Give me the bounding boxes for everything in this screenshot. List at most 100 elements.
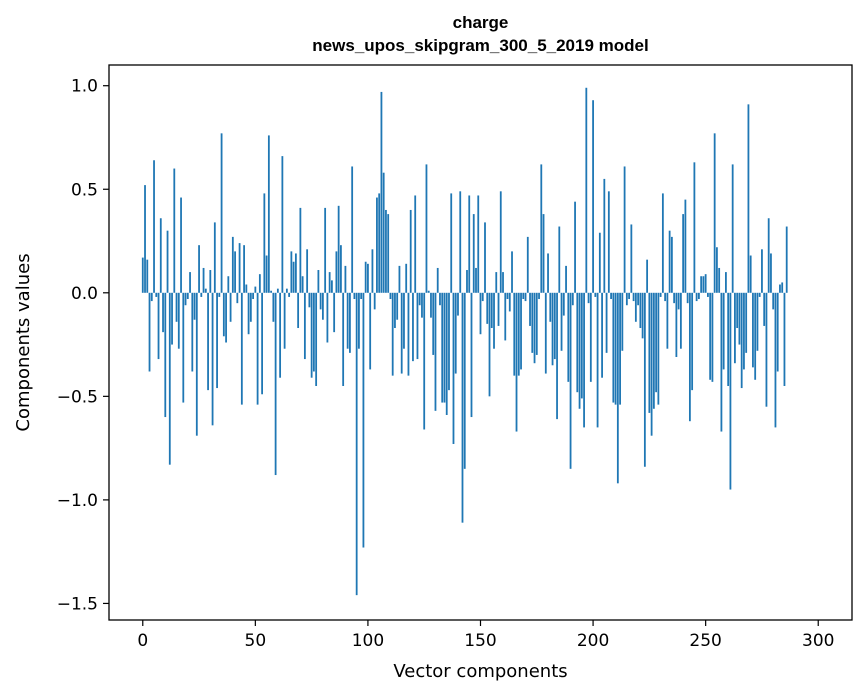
bar xyxy=(306,249,309,293)
bar xyxy=(628,292,630,300)
plot-area xyxy=(109,65,852,620)
bar xyxy=(337,205,340,293)
bar xyxy=(310,292,313,378)
bar xyxy=(328,272,331,293)
bar xyxy=(173,168,176,293)
bar xyxy=(355,292,358,596)
bar xyxy=(756,292,759,351)
bar xyxy=(520,292,522,370)
bar xyxy=(540,164,543,293)
bar xyxy=(274,292,277,476)
bar xyxy=(301,276,304,293)
bar xyxy=(358,292,360,349)
bar xyxy=(745,292,748,353)
y-tick-label: −1.0 xyxy=(57,491,98,511)
bar xyxy=(184,292,187,306)
bar xyxy=(283,292,286,349)
bar xyxy=(333,292,336,333)
bar xyxy=(418,292,421,306)
bar xyxy=(299,207,302,293)
bar xyxy=(421,292,423,318)
bar xyxy=(387,214,390,293)
bar xyxy=(436,267,439,293)
bar xyxy=(166,230,169,293)
bar xyxy=(148,292,151,372)
bar xyxy=(547,253,549,293)
bar xyxy=(398,265,401,293)
bar xyxy=(285,288,288,293)
bar xyxy=(650,292,653,436)
bar xyxy=(625,292,628,306)
bar xyxy=(470,292,473,418)
bar xyxy=(529,292,531,326)
bar xyxy=(450,193,453,293)
bar xyxy=(670,236,673,293)
bar xyxy=(423,292,426,430)
bar xyxy=(661,193,664,293)
bar xyxy=(682,214,685,293)
bar xyxy=(659,292,662,297)
bar xyxy=(720,292,723,432)
bar xyxy=(189,272,191,293)
bar xyxy=(265,255,268,293)
bar xyxy=(342,292,345,386)
bar xyxy=(601,292,603,378)
bar xyxy=(758,292,761,297)
bar xyxy=(315,292,318,386)
bar xyxy=(765,292,768,407)
bar xyxy=(616,292,619,484)
bar xyxy=(740,292,743,389)
bar xyxy=(153,160,155,293)
bar xyxy=(704,274,707,293)
bar xyxy=(641,292,644,339)
bar xyxy=(378,193,381,293)
bar xyxy=(551,292,554,366)
bar xyxy=(693,162,696,293)
bar xyxy=(369,292,372,370)
bar xyxy=(481,292,484,302)
bar xyxy=(560,292,563,351)
bar xyxy=(335,251,338,293)
bar xyxy=(646,259,649,293)
bar xyxy=(227,276,230,293)
bar xyxy=(466,270,468,293)
bar xyxy=(770,253,772,293)
bar xyxy=(195,292,198,436)
bar xyxy=(245,284,248,293)
bar xyxy=(486,292,489,324)
bar xyxy=(504,292,507,341)
bar xyxy=(666,292,669,349)
bar xyxy=(675,292,678,357)
bar xyxy=(360,292,363,300)
bar xyxy=(781,282,784,293)
bar xyxy=(605,292,608,353)
bar xyxy=(430,292,432,318)
bar xyxy=(565,265,567,293)
bar xyxy=(691,292,694,391)
bar xyxy=(700,276,703,293)
bar xyxy=(177,292,180,349)
bar xyxy=(150,292,153,302)
bar xyxy=(290,251,293,293)
bar xyxy=(673,292,676,304)
bar xyxy=(443,292,446,403)
bar xyxy=(515,292,518,432)
bar xyxy=(484,222,486,293)
bar xyxy=(761,249,763,293)
bar xyxy=(684,199,687,293)
bar xyxy=(461,292,464,523)
bar xyxy=(655,292,658,393)
bar xyxy=(639,292,642,329)
bar xyxy=(686,292,689,304)
bar xyxy=(477,195,480,293)
bar xyxy=(580,292,583,399)
bar xyxy=(252,292,254,300)
bar xyxy=(256,292,259,405)
bar xyxy=(727,292,730,386)
bar xyxy=(385,209,387,293)
bar xyxy=(204,288,207,293)
bar xyxy=(569,292,572,469)
bar xyxy=(261,292,263,395)
bar xyxy=(583,292,585,428)
